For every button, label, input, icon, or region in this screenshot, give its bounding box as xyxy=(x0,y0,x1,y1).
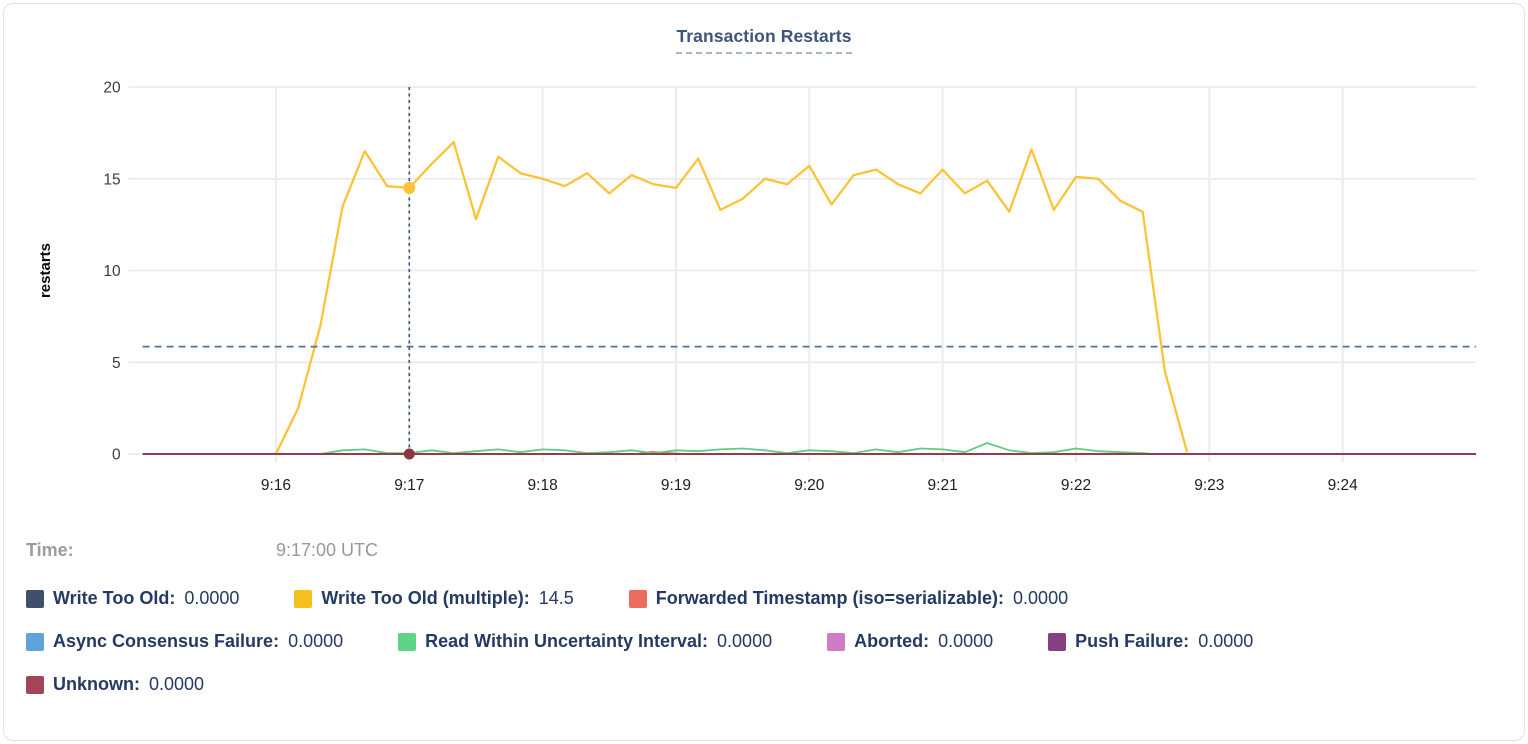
hover-time-row: Time: 9:17:00 UTC xyxy=(26,540,378,561)
legend-swatch-icon xyxy=(398,632,417,651)
legend-item-async-consensus-failure: Async Consensus Failure: 0.0000 xyxy=(26,631,343,652)
legend-swatch-icon xyxy=(1048,632,1067,651)
series-line xyxy=(320,442,1154,455)
y-axis-tick-label: 20 xyxy=(103,80,121,97)
legend-value: 0.0000 xyxy=(1013,588,1069,608)
legend-label: Aborted: xyxy=(854,631,930,651)
chart-legend: Write Too Old: 0.0000 Write Too Old (multi… xyxy=(26,588,1502,717)
legend-row: Async Consensus Failure: 0.0000 Read Withi… xyxy=(26,631,1502,652)
legend-label: Forwarded Timestamp (iso=serializable): xyxy=(655,588,1005,608)
hover-time-label: Time: xyxy=(26,540,74,560)
legend-value: 0.0000 xyxy=(938,631,994,651)
y-axis-label: restarts xyxy=(37,243,54,298)
legend-item-unknown: Unknown: 0.0000 xyxy=(26,674,204,695)
hover-time-value: 9:17:00 UTC xyxy=(276,540,379,560)
chart-title-wrap: Transaction Restarts xyxy=(4,26,1524,54)
legend-label: Async Consensus Failure: xyxy=(53,631,280,651)
x-axis-tick-label: 9:21 xyxy=(928,477,958,494)
legend-label: Unknown: xyxy=(53,674,140,694)
x-axis-tick-label: 9:19 xyxy=(661,477,691,494)
legend-item-write-too-old-multiple: Write Too Old (multiple): 14.5 xyxy=(294,588,574,609)
x-axis-tick-label: 9:23 xyxy=(1194,477,1224,494)
legend-swatch-icon xyxy=(26,589,44,608)
legend-swatch-icon xyxy=(294,589,313,608)
x-axis-tick-label: 9:17 xyxy=(394,477,424,494)
legend-swatch-icon xyxy=(26,632,44,651)
legend-item-read-within-uncertainty-interval: Read Within Uncertainty Interval: 0.0000 xyxy=(398,631,772,652)
legend-swatch-icon xyxy=(827,632,846,651)
transaction-restarts-chart[interactable]: 0 5 10 15 20 9:16 9:17 9:18 9:19 9:20 9:21 9:22 9:23… xyxy=(4,4,1525,514)
chart-title[interactable]: Transaction Restarts xyxy=(676,26,852,54)
legend-value: 0.0000 xyxy=(184,588,240,608)
series-line xyxy=(274,140,1189,455)
legend-label: Write Too Old (multiple): xyxy=(321,588,530,608)
legend-label: Push Failure: xyxy=(1075,631,1190,651)
legend-item-aborted: Aborted: 0.0000 xyxy=(827,631,993,652)
legend-value: 0.0000 xyxy=(1198,631,1254,651)
y-axis-tick-label: 10 xyxy=(103,263,121,280)
legend-row: Write Too Old: 0.0000 Write Too Old (multi… xyxy=(26,588,1502,609)
x-axis-tick-label: 9:18 xyxy=(528,477,558,494)
legend-label: Read Within Uncertainty Interval: xyxy=(425,631,709,651)
legend-item-forwarded-timestamp: Forwarded Timestamp (iso=serializable): 0… xyxy=(628,588,1069,609)
legend-swatch-icon xyxy=(26,675,44,694)
y-axis-tick-label: 0 xyxy=(112,447,121,464)
legend-label: Write Too Old: xyxy=(53,588,176,608)
legend-swatch-icon xyxy=(628,589,647,608)
legend-item-write-too-old: Write Too Old: 0.0000 xyxy=(26,588,239,609)
hover-dot xyxy=(403,448,415,460)
x-axis-tick-label: 9:20 xyxy=(794,477,825,494)
legend-item-push-failure: Push Failure: 0.0000 xyxy=(1048,631,1253,652)
legend-value: 0.0000 xyxy=(149,674,205,694)
legend-value: 14.5 xyxy=(538,588,574,608)
y-axis-tick-label: 15 xyxy=(103,171,120,188)
legend-value: 0.0000 xyxy=(717,631,773,651)
x-axis-tick-label: 9:24 xyxy=(1328,477,1359,494)
legend-row: Unknown: 0.0000 xyxy=(26,674,1502,695)
hover-dot xyxy=(403,181,416,194)
x-axis-tick-label: 9:22 xyxy=(1061,477,1091,494)
y-axis-tick-label: 5 xyxy=(112,355,121,372)
chart-card: Transaction Restarts 0 5 10 15 20 9:16 9:17 9:1… xyxy=(3,3,1525,741)
x-axis-tick-label: 9:16 xyxy=(261,477,291,494)
legend-value: 0.0000 xyxy=(288,631,344,651)
